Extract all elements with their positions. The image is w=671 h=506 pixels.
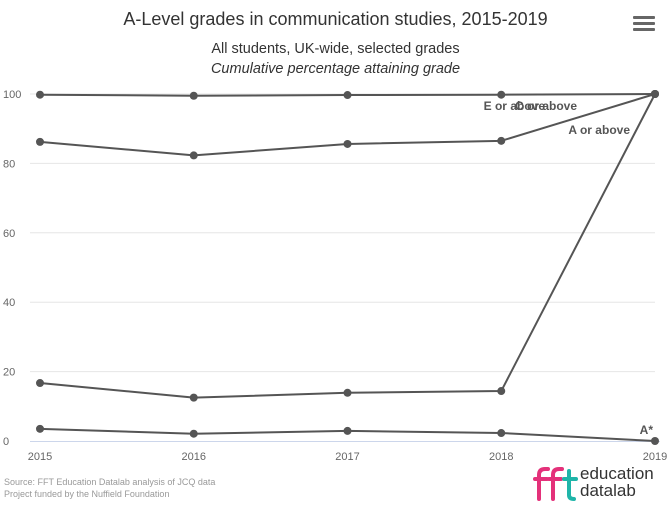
series-label: C or above <box>515 99 577 113</box>
data-point[interactable] <box>497 387 506 396</box>
data-point[interactable] <box>189 393 198 402</box>
data-point[interactable] <box>343 139 352 148</box>
data-point[interactable] <box>36 90 44 99</box>
data-point[interactable] <box>343 388 352 397</box>
y-tick-label: 0 <box>3 436 9 448</box>
logo-text: education datalab <box>580 465 654 499</box>
chart-title: A-Level grades in communication studies,… <box>123 9 548 29</box>
data-point[interactable] <box>189 151 198 160</box>
series-label: E or above <box>484 99 546 113</box>
data-point[interactable] <box>497 136 506 145</box>
hamburger-menu-icon[interactable] <box>633 16 655 34</box>
data-point[interactable] <box>189 429 198 438</box>
credits-funding: Project funded by the Nuffield Foundatio… <box>4 489 170 499</box>
data-point[interactable] <box>36 137 44 146</box>
fft-logo-mark <box>533 467 578 501</box>
x-tick-label: 2016 <box>182 451 206 463</box>
credits-source: Source: FFT Education Datalab analysis o… <box>4 477 216 487</box>
y-tick-label: 100 <box>3 89 21 101</box>
data-point[interactable] <box>651 90 659 98</box>
logo-line1: education <box>580 464 654 483</box>
data-point[interactable] <box>36 379 44 388</box>
data-point[interactable] <box>343 91 352 100</box>
series-line-a-or-above[interactable] <box>39 93 656 399</box>
x-tick-label: 2017 <box>335 451 359 463</box>
y-tick-label: 40 <box>3 297 15 309</box>
series-label: A or above <box>568 123 630 137</box>
y-tick-label: 60 <box>3 228 15 240</box>
data-point[interactable] <box>497 90 506 99</box>
data-point[interactable] <box>36 424 44 433</box>
y-tick-label: 80 <box>3 158 15 170</box>
series-label: A* <box>640 423 654 437</box>
data-point[interactable] <box>497 429 506 438</box>
x-tick-label: 2018 <box>489 451 513 463</box>
x-tick-label: 2015 <box>28 451 52 463</box>
x-tick-label: 2019 <box>643 451 667 463</box>
data-point[interactable] <box>343 426 352 435</box>
data-point[interactable] <box>651 437 659 445</box>
y-tick-label: 20 <box>3 367 15 379</box>
data-point[interactable] <box>189 91 198 100</box>
logo-line2: datalab <box>580 481 636 500</box>
fft-education-datalab-logo: education datalab <box>533 465 665 501</box>
credits[interactable]: Source: FFT Education Datalab analysis o… <box>4 476 215 500</box>
chart-subtitle-italic: Cumulative percentage attaining grade <box>210 61 461 77</box>
chart-subtitle: All students, UK-wide, selected grades <box>211 41 460 57</box>
